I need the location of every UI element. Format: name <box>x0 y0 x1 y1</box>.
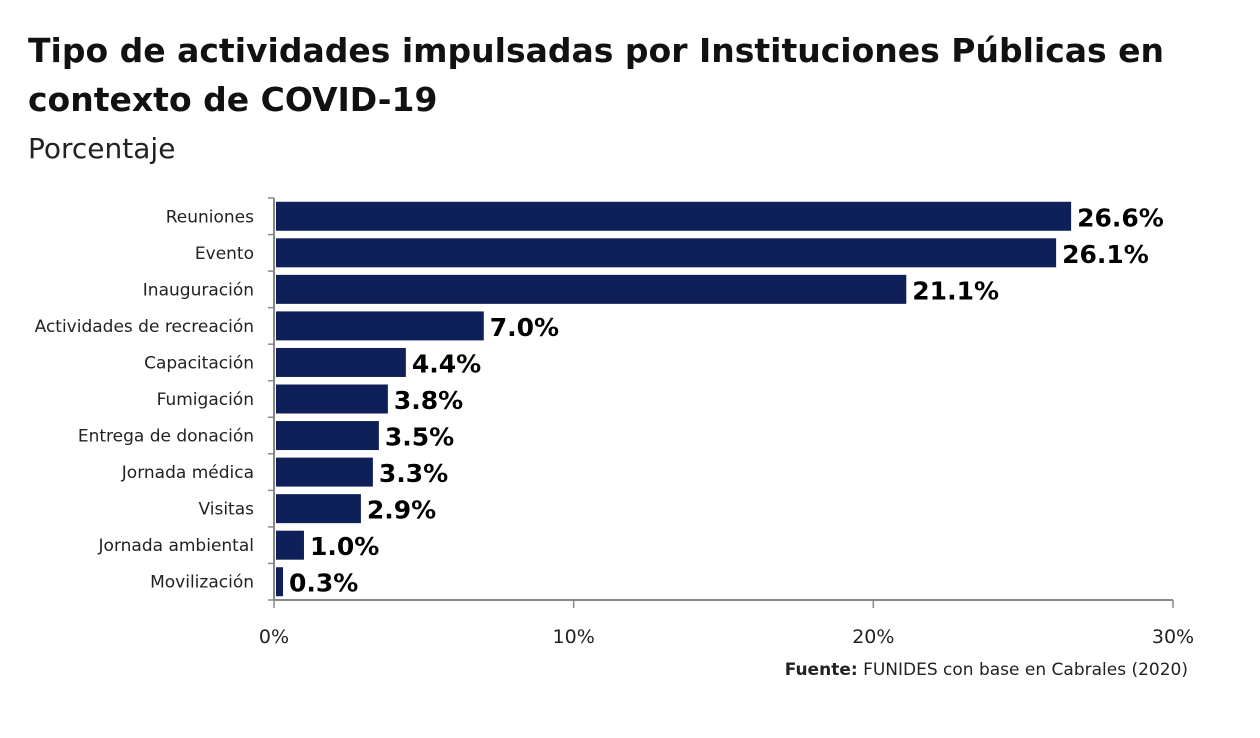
category-label: Jornada médica <box>121 463 254 483</box>
data-label: 3.8% <box>394 386 463 415</box>
bar <box>276 530 304 560</box>
x-tick-label: 0% <box>259 626 289 648</box>
bar <box>276 421 379 451</box>
x-tick-label: 30% <box>1152 626 1194 648</box>
bar <box>276 347 406 377</box>
category-label: Inauguración <box>143 280 254 300</box>
bar <box>276 457 373 487</box>
data-label: 26.1% <box>1062 240 1149 269</box>
data-label: 3.3% <box>379 459 448 488</box>
data-label: 3.5% <box>385 423 454 452</box>
source-label: Fuente: <box>784 660 858 680</box>
chart-title: Tipo de actividades impulsadas por Insti… <box>28 31 1165 119</box>
bar <box>276 384 388 414</box>
data-label: 2.9% <box>367 496 436 525</box>
category-label: Actividades de recreación <box>35 317 254 337</box>
bar <box>276 567 283 597</box>
category-label: Fumigación <box>157 390 254 410</box>
category-label: Jornada ambiental <box>98 536 254 556</box>
bar <box>276 238 1057 268</box>
bar <box>276 201 1072 231</box>
data-label: 1.0% <box>310 532 379 561</box>
data-label: 7.0% <box>490 313 559 342</box>
data-label: 21.1% <box>912 276 999 305</box>
bar <box>276 311 484 341</box>
category-label: Visitas <box>199 500 255 520</box>
source-text: FUNIDES con base en Cabrales (2020) <box>863 660 1188 680</box>
category-label: Entrega de donación <box>78 427 254 447</box>
x-tick-label: 10% <box>553 626 595 648</box>
category-label: Capacitación <box>144 353 254 373</box>
category-label: Reuniones <box>166 207 254 227</box>
source-note: Fuente: FUNIDES con base en Cabrales (20… <box>785 660 1188 680</box>
data-label: 26.6% <box>1077 203 1164 232</box>
bar <box>276 494 361 524</box>
x-tick-label: 20% <box>852 626 894 648</box>
category-label: Evento <box>195 244 254 264</box>
data-label: 0.3% <box>289 569 358 598</box>
category-label: Movilización <box>150 573 254 593</box>
chart-subtitle: Porcentaje <box>28 132 176 165</box>
data-label: 4.4% <box>412 349 481 378</box>
bar <box>276 274 907 304</box>
